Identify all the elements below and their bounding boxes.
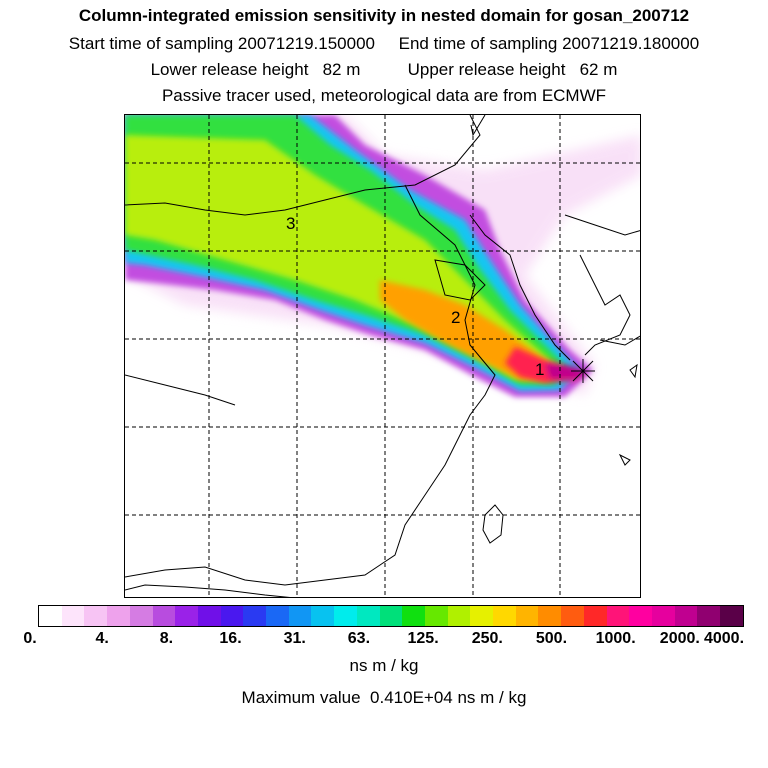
colorbar-segment (720, 606, 743, 626)
colorbar-tick-label: 16. (219, 630, 242, 647)
colorbar-segment (107, 606, 130, 626)
colorbar-segment (266, 606, 289, 626)
sensitivity-map: 1 2 3 (124, 114, 641, 598)
colorbar-segment (152, 606, 176, 626)
colorbar-segment (606, 606, 630, 626)
maximum-value: Maximum value 0.410E+04 ns m / kg (241, 688, 527, 707)
sampling-times: Start time of sampling 20071219.150000 E… (68, 34, 700, 53)
colorbar-segment (674, 606, 698, 626)
colorbar-segment (61, 606, 85, 626)
colorbar-segment (334, 606, 357, 626)
colorbar-tick-label: 63. (347, 630, 371, 647)
release-point-marker (571, 359, 595, 383)
colorbar-tick-label: 0. (23, 630, 37, 647)
colorbar-segment (447, 606, 471, 626)
plume-red (505, 347, 587, 383)
coastlines (125, 115, 640, 597)
colorbar-segment (197, 606, 221, 626)
colorbar-segment (561, 606, 584, 626)
colorbar-segment (629, 606, 652, 626)
colorbar-segment (515, 606, 539, 626)
colorbar-units: ns m / kg (349, 656, 419, 675)
colorbar-segment (288, 606, 312, 626)
colorbar-segment (356, 606, 380, 626)
colorbar-tick-label: 8. (159, 630, 174, 647)
colorbar-tick-label: 31. (283, 630, 306, 647)
colorbar-tick-label: 2000. (659, 630, 700, 647)
colorbar (38, 605, 744, 627)
colorbar-segment (379, 606, 403, 626)
colorbar-segment (402, 606, 425, 626)
colorbar-segment (84, 606, 108, 626)
release-heights: Lower release height 82 m Upper release … (150, 60, 618, 79)
colorbar-segment (470, 606, 494, 626)
colorbar-segment (493, 606, 516, 626)
trajectory-label-1: 1 (535, 360, 545, 379)
colorbar-segment (424, 606, 448, 626)
map-graphic (125, 115, 640, 597)
colorbar-ticks: 0. 4. 8. 16. 31. 63. 125. 250. 500. 1000. 2000. 400… (0, 630, 768, 650)
colorbar-segment (39, 606, 62, 626)
trajectory-label-3: 3 (286, 214, 296, 233)
tracer-info: Passive tracer used, meteorological data… (161, 86, 607, 105)
latlon-grid (125, 115, 640, 597)
colorbar-tick-label: 500. (535, 630, 568, 647)
plot-title: Column-integrated emission sensitivity i… (78, 6, 690, 25)
colorbar-segment (220, 606, 244, 626)
colorbar-segment (538, 606, 562, 626)
colorbar-tick-label: 250. (471, 630, 503, 647)
colorbar-tick-label: 4000. (703, 630, 745, 647)
colorbar-segment (243, 606, 267, 626)
colorbar-segment (583, 606, 607, 626)
trajectory-label-2: 2 (451, 308, 461, 327)
colorbar-segment (311, 606, 335, 626)
colorbar-tick-label: 4. (95, 630, 109, 647)
colorbar-segment (129, 606, 153, 626)
colorbar-segment (651, 606, 675, 626)
colorbar-tick-label: 125. (407, 630, 439, 647)
colorbar-segment (175, 606, 198, 626)
colorbar-tick-label: 1000. (595, 630, 636, 647)
colorbar-segment (697, 606, 721, 626)
